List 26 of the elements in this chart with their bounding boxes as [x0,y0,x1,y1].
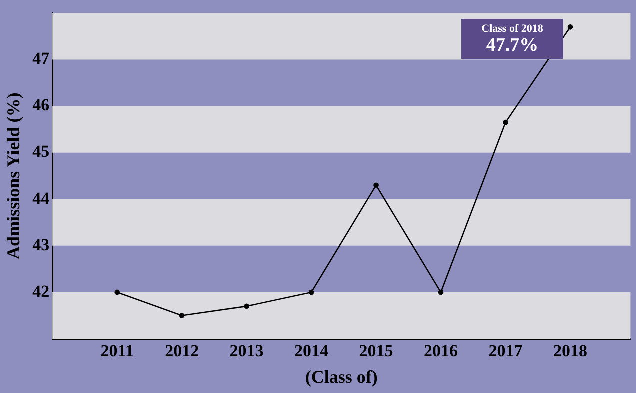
point [244,304,250,310]
point [438,290,444,296]
x-tick-label: 2018 [553,342,588,361]
y-tick-label: 42 [32,282,50,301]
x-tick-label: 2016 [424,342,458,361]
x-tick-label: 2011 [100,342,134,361]
x-tick-label: 2013 [230,342,264,361]
y-axis-title: Admissions Yield (%) [3,92,24,260]
x-tick-label: 2014 [294,342,330,361]
y-tick-label: 44 [32,188,50,208]
annotation: Class of 2018 [482,23,544,36]
point [374,182,379,188]
y-tick-label: 45 [32,142,50,162]
y-tick-label: 43 [32,235,50,254]
point [568,24,574,30]
x-tick-label: 2015 [359,342,394,361]
point [503,120,508,126]
y-tick-label: 47 [32,49,50,68]
x-tick-label: 2017 [488,342,524,361]
point [114,290,120,296]
x-tick-label: 2012 [165,342,200,361]
x-axis-title: (Class of) [305,366,378,387]
data-label: 47.7% [486,35,539,56]
y-tick-label: 46 [32,96,50,115]
point [308,290,314,296]
point [179,313,185,318]
